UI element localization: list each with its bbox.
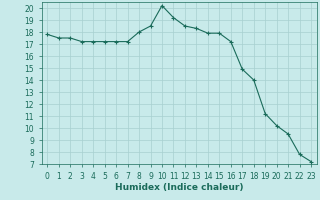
X-axis label: Humidex (Indice chaleur): Humidex (Indice chaleur) <box>115 183 244 192</box>
